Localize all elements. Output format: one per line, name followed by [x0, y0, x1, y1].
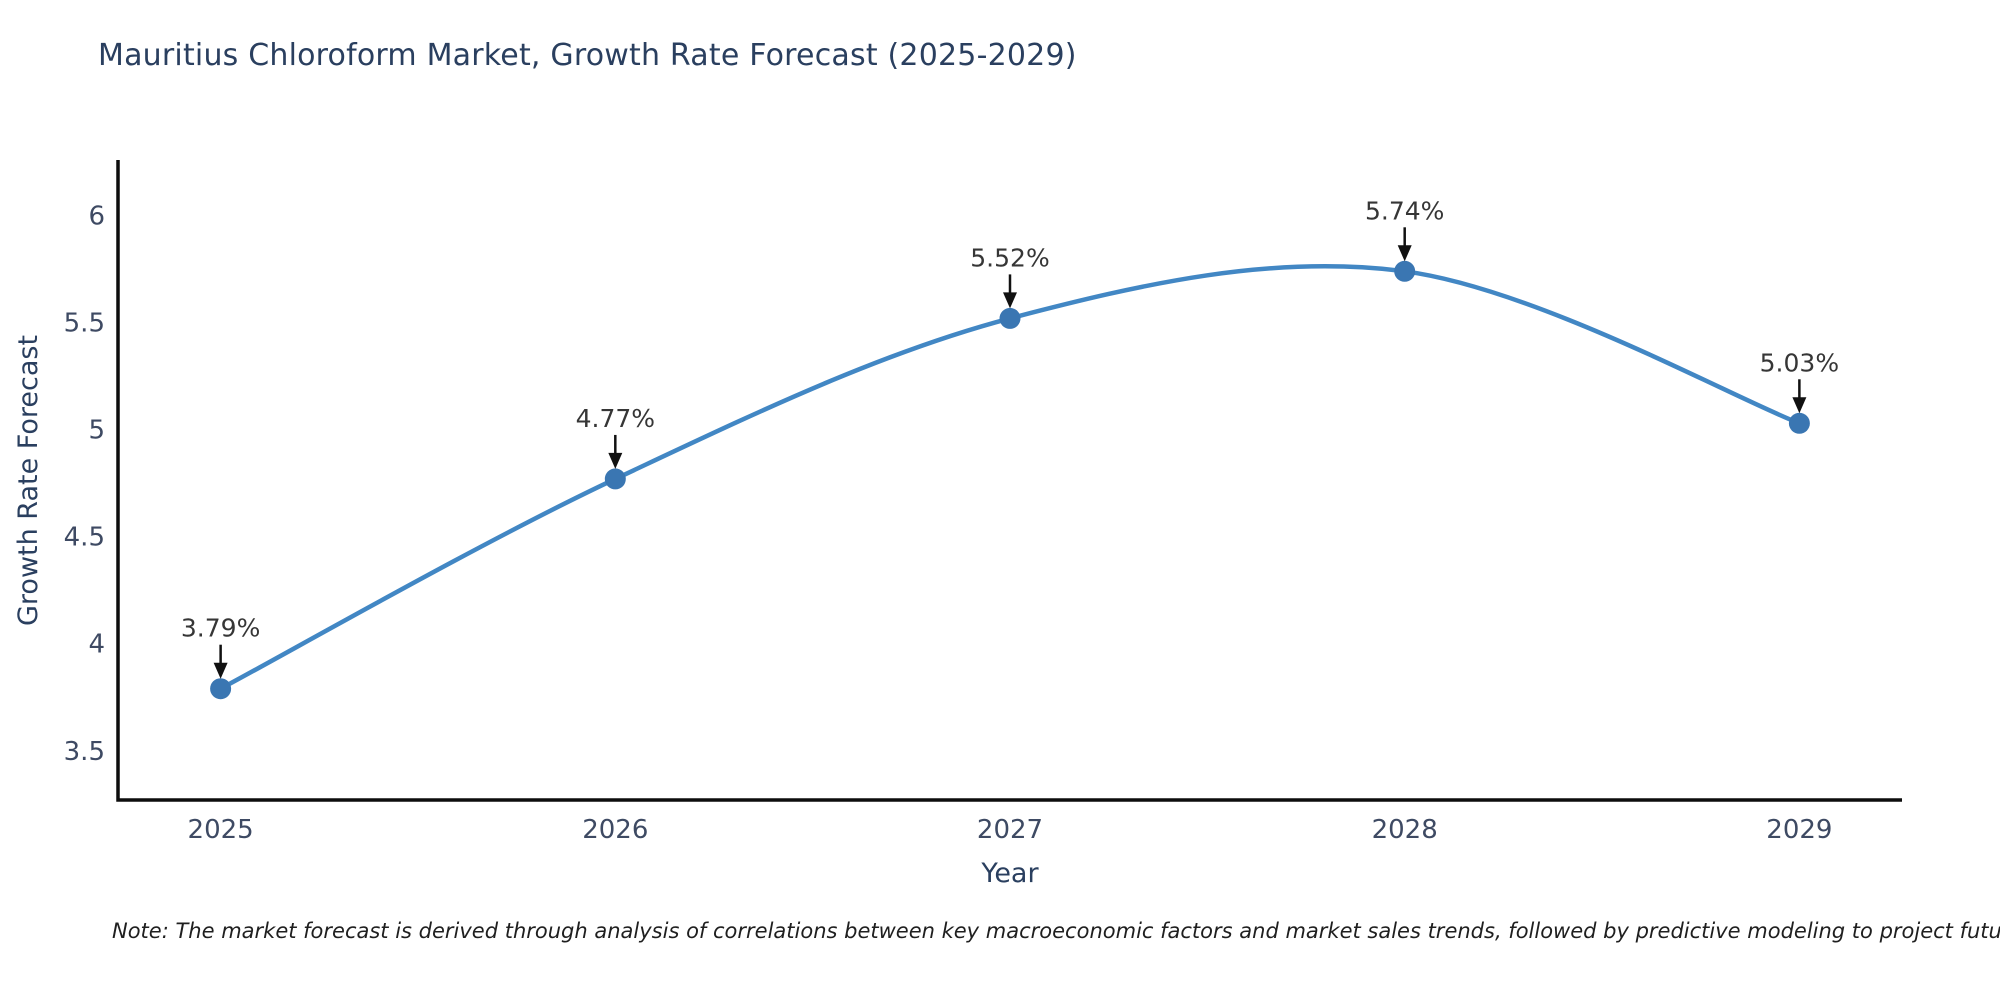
y-axis-tick-label: 4.5 — [64, 523, 105, 553]
point-value-label: 4.77% — [576, 404, 655, 433]
chart-title: Mauritius Chloroform Market, Growth Rate… — [98, 38, 1077, 73]
data-point-marker — [999, 307, 1021, 329]
data-point-marker — [210, 678, 232, 700]
point-value-label: 5.03% — [1760, 348, 1839, 377]
point-value-label: 5.52% — [970, 243, 1049, 272]
point-value-label: 3.79% — [181, 614, 260, 643]
x-axis-title: Year — [981, 858, 1039, 889]
x-axis-tick-label: 2026 — [582, 815, 648, 845]
annotation-arrowhead — [1792, 397, 1807, 414]
y-axis-tick-label: 6 — [88, 202, 105, 232]
annotation-arrowhead — [213, 662, 228, 679]
x-axis-tick-label: 2027 — [977, 815, 1043, 845]
axis-spines — [116, 160, 1902, 802]
point-value-label: 5.74% — [1365, 196, 1444, 225]
data-point-marker — [1394, 260, 1416, 282]
series-line — [218, 263, 1802, 691]
x-axis-tick-label: 2025 — [188, 815, 254, 845]
annotation-arrowhead — [1003, 292, 1017, 309]
y-axis-tick-label: 5 — [88, 416, 105, 446]
y-axis-tick-label: 5.5 — [64, 309, 105, 339]
footnote-text: Note: The market forecast is derived thr… — [112, 919, 2000, 943]
y-axis-tick-label: 4 — [88, 630, 105, 660]
y-axis-tick-label: 3.5 — [64, 737, 105, 767]
annotation-arrowhead — [1397, 245, 1412, 262]
annotation-arrowhead — [608, 452, 623, 469]
x-axis-tick-label: 2028 — [1372, 815, 1438, 845]
x-axis-tick-label: 2029 — [1766, 815, 1832, 845]
data-point-marker — [1788, 412, 1810, 434]
data-point-marker — [604, 468, 626, 490]
